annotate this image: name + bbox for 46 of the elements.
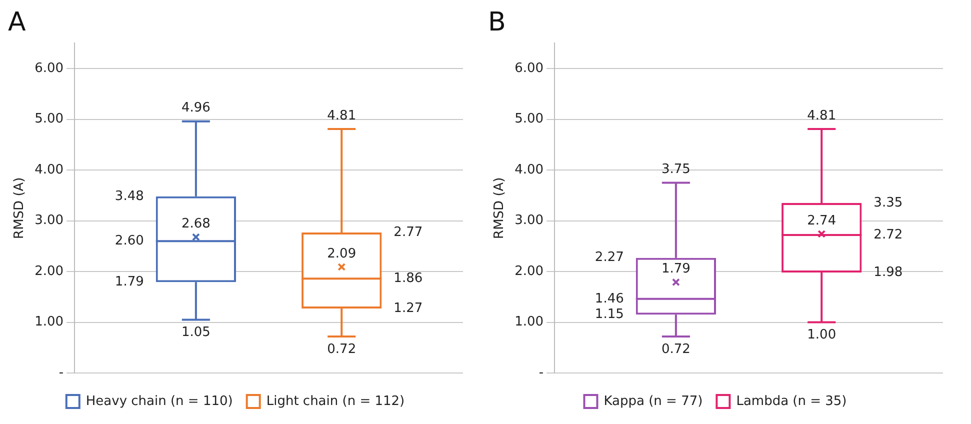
annotation: 1.79 [661, 262, 690, 277]
annotation: 1.00 [807, 328, 836, 343]
annotation: 2.68 [181, 216, 210, 232]
y-tick-label: 1.00 [514, 314, 544, 330]
annotation: 1.98 [874, 264, 903, 280]
y-tick-label: 3.00 [34, 213, 64, 228]
legend-label: Heavy chain (n = 110) [86, 394, 233, 409]
y-tick-label: 5.00 [514, 112, 544, 127]
annotation: 3.35 [874, 195, 903, 210]
annotation: 4.96 [181, 100, 210, 116]
annotation: 1.86 [394, 271, 423, 286]
y-tick-label: - [538, 365, 544, 380]
y-axis-title: RMSD (A) [492, 177, 508, 239]
y-axis-title: RMSD (A) [12, 177, 28, 239]
legend-label: Kappa (n = 77) [604, 394, 703, 409]
annotation: 2.27 [594, 250, 624, 266]
annotation: 2.77 [394, 224, 423, 240]
chart-title: B [488, 7, 506, 38]
y-tick-label: 2.00 [34, 264, 64, 279]
y-tick-label: 1.00 [34, 314, 64, 330]
annotation: 2.74 [807, 213, 836, 228]
y-tick-label: 3.00 [514, 213, 544, 228]
legend-label: Light chain (n = 112) [266, 394, 405, 409]
annotation: 0.72 [661, 342, 690, 357]
annotation: 0.72 [327, 342, 356, 357]
annotation: 2.60 [114, 233, 144, 248]
chart-title: A [8, 7, 26, 38]
annotation: 4.81 [807, 108, 836, 124]
annotation: 2.72 [874, 227, 903, 242]
annotation: 4.81 [327, 108, 356, 124]
legend-label: Lambda (n = 35) [736, 394, 847, 409]
annotation: 3.48 [114, 188, 144, 204]
y-tick-label: 2.00 [514, 264, 544, 279]
annotation: 3.75 [661, 162, 690, 178]
y-tick-label: 4.00 [514, 162, 544, 178]
y-tick-label: 5.00 [34, 112, 64, 127]
annotation: 1.79 [114, 274, 144, 290]
annotation: 1.15 [594, 307, 624, 322]
y-tick-label: - [58, 365, 64, 380]
y-tick-label: 6.00 [514, 60, 544, 76]
annotation: 1.05 [181, 325, 210, 340]
y-tick-label: 6.00 [34, 60, 64, 76]
y-tick-label: 4.00 [34, 162, 64, 178]
annotation: 1.27 [394, 300, 423, 316]
annotation: 1.46 [594, 291, 624, 306]
annotation: 2.09 [327, 246, 356, 262]
